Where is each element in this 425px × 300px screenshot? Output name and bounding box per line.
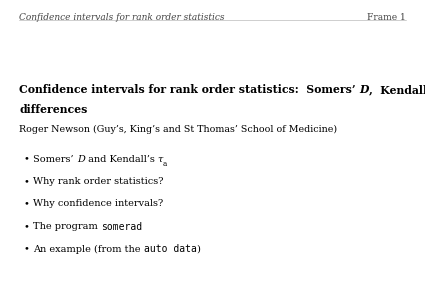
Text: differences: differences [19, 104, 88, 116]
Text: D: D [360, 84, 369, 95]
Text: •: • [23, 200, 29, 208]
Text: An example (from the: An example (from the [33, 244, 144, 253]
Text: •: • [23, 154, 29, 164]
Text: Somers’: Somers’ [33, 154, 77, 164]
Text: •: • [23, 177, 29, 186]
Text: Frame 1: Frame 1 [367, 14, 406, 22]
Text: a: a [163, 160, 167, 168]
Text: •: • [23, 222, 29, 231]
Text: Why rank order statistics?: Why rank order statistics? [33, 177, 164, 186]
Text: somerad: somerad [101, 222, 142, 232]
Text: Roger Newson (Guy’s, King’s and St Thomas’ School of Medicine): Roger Newson (Guy’s, King’s and St Thoma… [19, 124, 337, 134]
Text: Confidence intervals for rank order statistics: Confidence intervals for rank order stat… [19, 14, 225, 22]
Text: ): ) [197, 244, 201, 253]
Text: D: D [77, 154, 85, 164]
Text: ,  Kendall’s: , Kendall’s [369, 84, 425, 95]
Text: and Kendall’s: and Kendall’s [85, 154, 158, 164]
Text: τ: τ [158, 154, 163, 164]
Text: •: • [23, 244, 29, 253]
Text: Why confidence intervals?: Why confidence intervals? [33, 200, 163, 208]
Text: auto data: auto data [144, 244, 197, 254]
Text: The program: The program [33, 222, 101, 231]
Text: Confidence intervals for rank order statistics:  Somers’: Confidence intervals for rank order stat… [19, 84, 360, 95]
